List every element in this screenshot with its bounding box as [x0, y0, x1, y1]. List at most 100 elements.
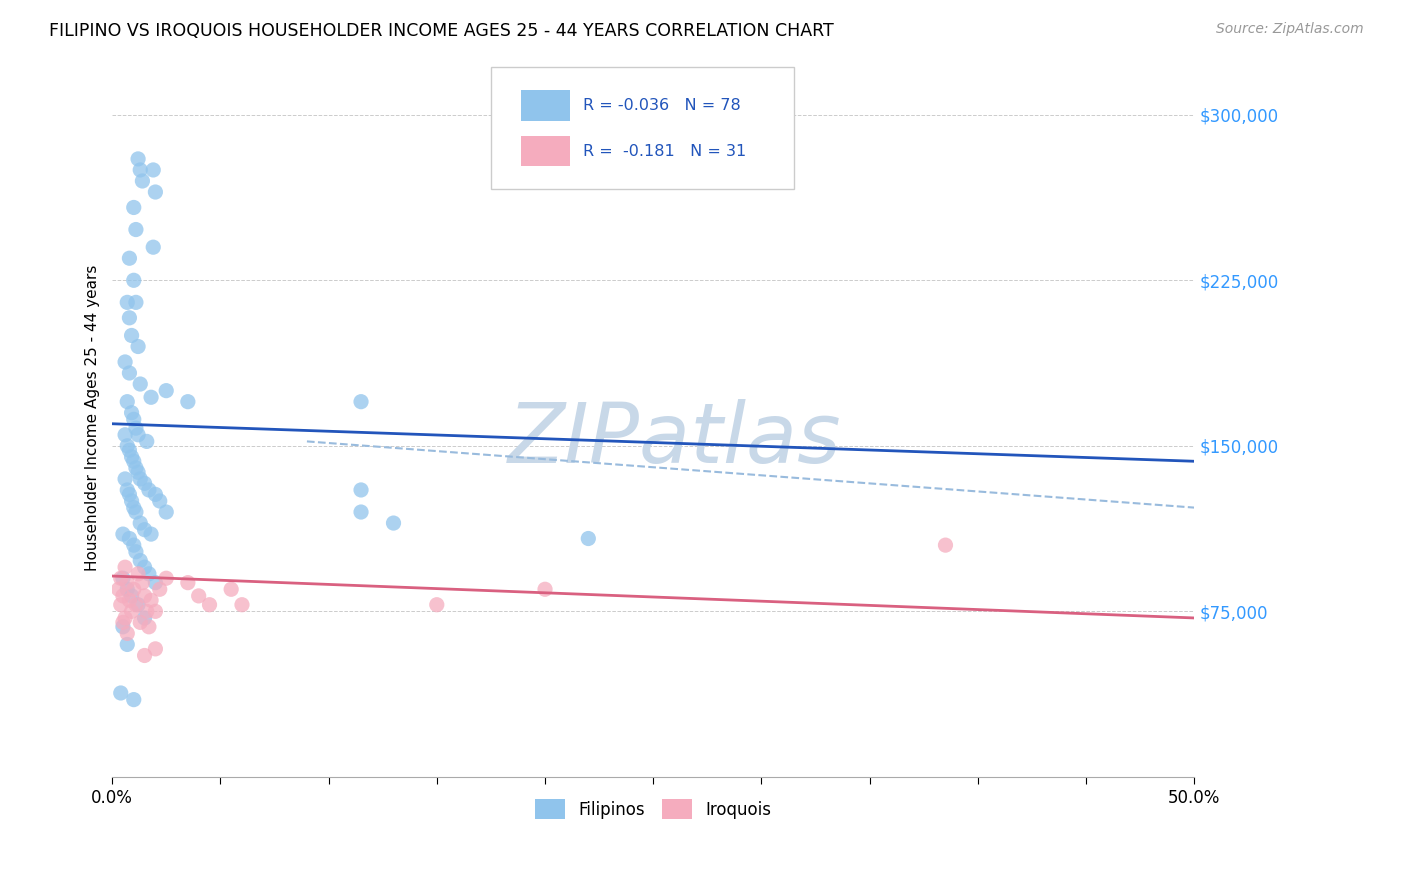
- Point: [134, 611, 156, 625]
- Point: [110, 598, 132, 612]
- Point: [117, 582, 139, 597]
- Text: ZIPatlas: ZIPatlas: [508, 400, 842, 480]
- Point: [110, 571, 132, 585]
- Point: [117, 483, 139, 497]
- Point: [121, 328, 143, 343]
- Point: [122, 538, 145, 552]
- Point: [118, 487, 141, 501]
- Point: [127, 598, 149, 612]
- Point: [114, 611, 136, 625]
- Point: [145, 641, 167, 656]
- Point: [350, 394, 373, 409]
- FancyBboxPatch shape: [491, 67, 794, 189]
- Point: [117, 626, 139, 640]
- Point: [114, 355, 136, 369]
- Point: [111, 589, 134, 603]
- Point: [426, 598, 449, 612]
- Point: [121, 406, 143, 420]
- Point: [118, 593, 141, 607]
- Point: [122, 582, 145, 597]
- Point: [145, 604, 167, 618]
- Point: [155, 571, 177, 585]
- Point: [125, 545, 148, 559]
- Point: [122, 692, 145, 706]
- Y-axis label: Householder Income Ages 25 - 44 years: Householder Income Ages 25 - 44 years: [86, 265, 100, 572]
- Point: [139, 527, 162, 541]
- Point: [110, 686, 132, 700]
- Point: [382, 516, 405, 530]
- Point: [145, 487, 167, 501]
- Point: [127, 339, 149, 353]
- Point: [145, 575, 167, 590]
- Point: [122, 412, 145, 426]
- Point: [125, 461, 148, 475]
- Point: [118, 310, 141, 325]
- Bar: [522, 90, 569, 120]
- Bar: [522, 136, 569, 166]
- Point: [934, 538, 956, 552]
- Point: [127, 566, 149, 581]
- Point: [131, 575, 153, 590]
- Point: [135, 604, 157, 618]
- Point: [135, 434, 157, 449]
- Point: [177, 575, 200, 590]
- Point: [129, 472, 152, 486]
- Point: [134, 560, 156, 574]
- Point: [121, 604, 143, 618]
- Point: [142, 163, 165, 178]
- Point: [125, 295, 148, 310]
- Point: [122, 273, 145, 287]
- Point: [155, 384, 177, 398]
- Point: [125, 222, 148, 236]
- Point: [134, 476, 156, 491]
- Text: FILIPINO VS IROQUOIS HOUSEHOLDER INCOME AGES 25 - 44 YEARS CORRELATION CHART: FILIPINO VS IROQUOIS HOUSEHOLDER INCOME …: [49, 22, 834, 40]
- Point: [155, 505, 177, 519]
- Point: [138, 483, 160, 497]
- Point: [138, 620, 160, 634]
- Point: [117, 295, 139, 310]
- Point: [127, 465, 149, 479]
- Point: [127, 427, 149, 442]
- Point: [118, 251, 141, 265]
- Point: [117, 575, 139, 590]
- Point: [114, 472, 136, 486]
- Point: [114, 560, 136, 574]
- Legend: Filipinos, Iroquois: Filipinos, Iroquois: [529, 792, 778, 826]
- Point: [138, 566, 160, 581]
- Point: [134, 648, 156, 663]
- Point: [111, 620, 134, 634]
- Point: [121, 494, 143, 508]
- Point: [219, 582, 242, 597]
- Point: [187, 589, 209, 603]
- Text: R =  -0.181   N = 31: R = -0.181 N = 31: [583, 144, 747, 159]
- Point: [350, 505, 373, 519]
- Point: [122, 201, 145, 215]
- Point: [134, 523, 156, 537]
- Point: [145, 185, 167, 199]
- Point: [134, 589, 156, 603]
- Point: [117, 637, 139, 651]
- Point: [142, 240, 165, 254]
- Point: [117, 394, 139, 409]
- Text: R = -0.036   N = 78: R = -0.036 N = 78: [583, 98, 741, 113]
- Point: [127, 152, 149, 166]
- Point: [129, 516, 152, 530]
- Point: [118, 366, 141, 380]
- Point: [129, 377, 152, 392]
- Point: [121, 450, 143, 464]
- Point: [122, 500, 145, 515]
- Point: [114, 427, 136, 442]
- Text: Source: ZipAtlas.com: Source: ZipAtlas.com: [1216, 22, 1364, 37]
- Point: [111, 527, 134, 541]
- Point: [111, 571, 134, 585]
- Point: [125, 598, 148, 612]
- Point: [198, 598, 221, 612]
- Point: [118, 532, 141, 546]
- Point: [534, 582, 557, 597]
- Point: [149, 582, 172, 597]
- Point: [117, 439, 139, 453]
- Point: [129, 615, 152, 630]
- Point: [350, 483, 373, 497]
- Point: [129, 553, 152, 567]
- Point: [111, 615, 134, 630]
